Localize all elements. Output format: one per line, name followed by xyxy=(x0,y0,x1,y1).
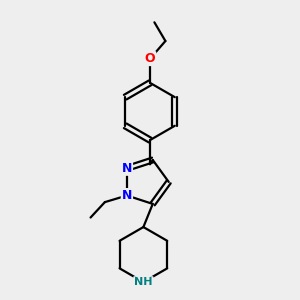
Text: O: O xyxy=(145,52,155,65)
Text: N: N xyxy=(122,189,132,202)
Text: NH: NH xyxy=(134,277,153,287)
Text: N: N xyxy=(122,162,132,175)
